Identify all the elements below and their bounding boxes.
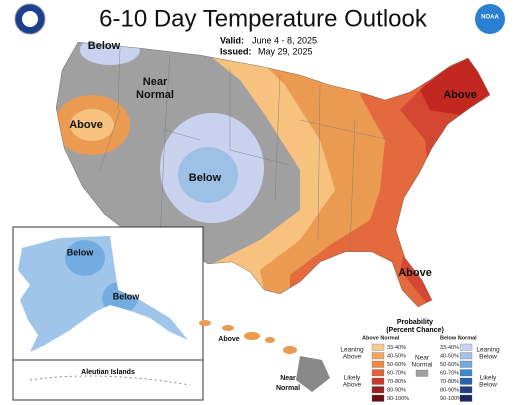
legend-swatch (371, 394, 385, 402)
legend-swatch (459, 343, 473, 351)
doc-logo-center (22, 11, 38, 27)
legend-range: 50-60% (387, 362, 406, 368)
legend-category: Below (479, 354, 497, 361)
legend: Probability(Percent Chance)Above Normal B… (340, 319, 500, 402)
issued-label: Issued: (220, 46, 252, 56)
legend-range: 33-40% (440, 345, 459, 351)
hawaii (199, 320, 330, 392)
legend-swatch (371, 377, 385, 385)
legend-range: 70-80% (440, 379, 459, 385)
region-label: Above (443, 89, 477, 101)
legend-range: 50-60% (440, 362, 459, 368)
legend-range: 40-50% (387, 353, 406, 359)
legend-category: Above (343, 354, 362, 361)
legend-range: 70-80% (387, 379, 406, 385)
legend-range: 80-90% (387, 387, 406, 393)
legend-title: (Percent Chance) (386, 327, 444, 334)
map-labels: BelowNearNormalAboveBelowAboveAboveBelow… (67, 40, 477, 392)
legend-range: 80-90% (440, 387, 459, 393)
legend-range: 90-100% (440, 396, 462, 402)
legend-swatch (371, 369, 385, 377)
legend-category: Likely (480, 375, 497, 382)
legend-range: 60-70% (387, 370, 406, 376)
legend-category: Below (479, 382, 497, 389)
valid-dates: June 4 - 8, 2025 (252, 35, 317, 45)
region-label: Near (143, 76, 168, 88)
legend-swatch (371, 386, 385, 394)
aleutians (29, 375, 191, 386)
legend-range: 40-50% (440, 353, 459, 359)
region-label: Above (69, 119, 103, 131)
legend-range: 33-40% (387, 345, 406, 351)
region-label: Below (67, 247, 95, 257)
legend-category: Normal (412, 362, 434, 369)
title: 6-10 Day Temperature Outlook (99, 5, 428, 32)
region-label: Normal (276, 385, 300, 392)
inset-label: Aleutian Islands (81, 369, 135, 376)
region-label: Below (88, 40, 121, 52)
region-label: Near (280, 375, 296, 382)
legend-swatch (459, 352, 473, 360)
region-label: Above (218, 336, 240, 343)
legend-swatch (371, 343, 385, 351)
legend-title: Probability (397, 319, 433, 326)
legend-swatch (459, 394, 473, 402)
legend-swatch (415, 369, 429, 377)
region-label: Above (398, 267, 432, 279)
legend-swatch (371, 352, 385, 360)
region-label: Below (189, 172, 222, 184)
legend-swatch (459, 386, 473, 394)
legend-category: Leaning (340, 347, 364, 354)
region-label: Below (113, 291, 141, 301)
legend-swatch (459, 360, 473, 368)
issued-date: May 29, 2025 (258, 46, 313, 56)
legend-category: Leaning (476, 347, 500, 354)
legend-header: Above Normal (362, 335, 400, 341)
legend-category: Near (415, 355, 430, 362)
legend-category: Above (343, 382, 362, 389)
legend-swatch (459, 377, 473, 385)
noaa-logo (475, 4, 505, 34)
valid-label: Valid: (220, 35, 244, 45)
noaa-logo-text: NOAA (481, 15, 499, 21)
legend-header: Below Normal (440, 335, 477, 341)
legend-range: 60-70% (440, 370, 459, 376)
legend-range: 90-100% (387, 396, 409, 402)
legend-swatch (459, 369, 473, 377)
region-label: Normal (136, 89, 174, 101)
legend-swatch (371, 360, 385, 368)
legend-category: Likely (344, 375, 361, 382)
